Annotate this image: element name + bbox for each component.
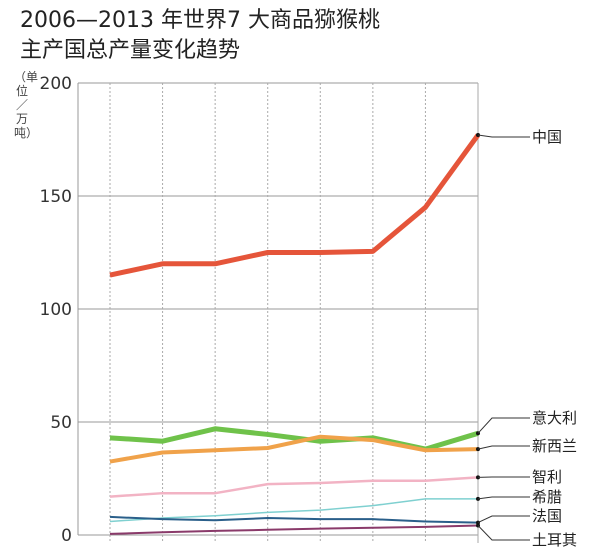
leader-line	[477, 496, 530, 500]
y-tick-label: 150	[40, 187, 72, 207]
y-tick-label: 0	[61, 526, 72, 546]
leader-line	[477, 417, 530, 434]
series-line	[109, 133, 481, 278]
chart-title: 2006—2013 年世界7 大商品猕猴桃	[20, 8, 380, 33]
y-tick-label: 50	[50, 413, 72, 433]
legend-label: 新西兰	[532, 437, 577, 455]
series-line	[109, 434, 479, 464]
series-line	[109, 515, 479, 524]
leader-line	[477, 525, 530, 541]
y-tick-label: 200	[40, 74, 72, 94]
chart-subtitle: 主产国总产量变化趋势	[20, 38, 241, 63]
legend-label: 法国	[532, 507, 562, 525]
series-line	[109, 426, 479, 452]
y-tick-label: 100	[40, 300, 72, 320]
series-line	[109, 476, 479, 498]
legend-label: 意大利	[532, 409, 577, 427]
leader-line	[477, 515, 530, 524]
legend-label: 智利	[532, 468, 562, 486]
leader-line	[477, 134, 530, 138]
series-line	[109, 498, 478, 523]
series-line	[109, 524, 479, 535]
legend-label: 希腊	[532, 488, 562, 506]
legend-label: 中国	[532, 128, 562, 146]
leader-line	[477, 445, 530, 450]
legend-label: 土耳其	[532, 531, 577, 549]
